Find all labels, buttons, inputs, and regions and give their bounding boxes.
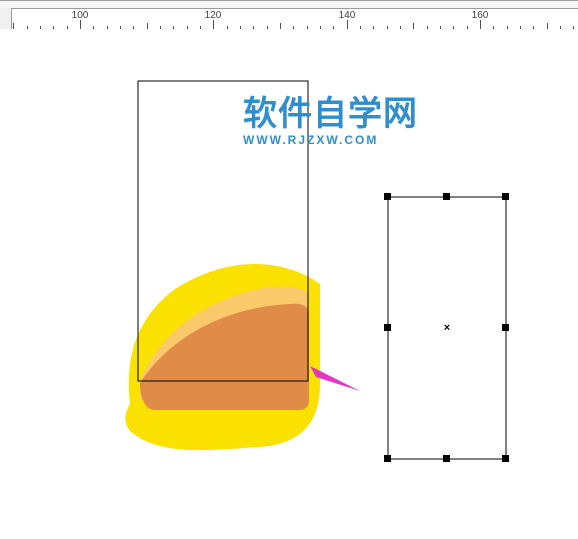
selection-center[interactable]: × — [444, 322, 450, 334]
canvas-area[interactable]: 软件自学网 WWW.RJZXW.COM × — [0, 29, 578, 539]
selection-handle[interactable] — [384, 193, 391, 200]
app-top-frame: 100120140160180200 — [0, 0, 578, 29]
selection-handle[interactable] — [502, 455, 509, 462]
ruler-corner[interactable] — [0, 8, 12, 30]
selection-handle[interactable] — [384, 324, 391, 331]
horizontal-ruler[interactable]: 100120140160180200 — [0, 8, 578, 30]
selection-handle[interactable] — [443, 193, 450, 200]
watermark-url: WWW.RJZXW.COM — [243, 133, 418, 147]
selection-handle[interactable] — [443, 455, 450, 462]
watermark-cn: 软件自学网 — [243, 97, 418, 131]
selection-handle[interactable] — [384, 455, 391, 462]
selection-handle[interactable] — [502, 193, 509, 200]
watermark: 软件自学网 WWW.RJZXW.COM — [243, 97, 418, 147]
selection-handle[interactable] — [502, 324, 509, 331]
